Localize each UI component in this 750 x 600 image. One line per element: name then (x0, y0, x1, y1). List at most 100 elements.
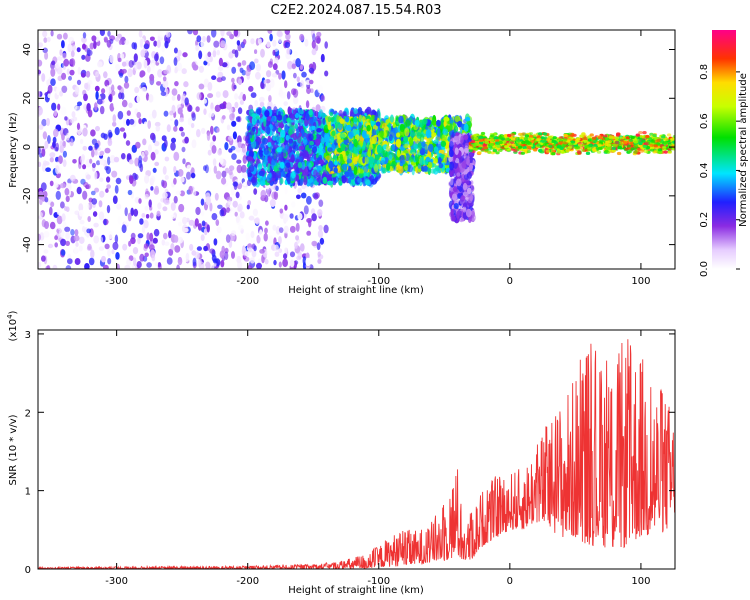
heatmap-cell (84, 202, 90, 211)
heatmap-cell (106, 85, 110, 93)
heatmap-cell (47, 135, 51, 144)
heatmap-cell (153, 228, 160, 237)
heatmap-cell (107, 30, 111, 37)
heatmap-cell (290, 154, 295, 163)
heatmap-cell (293, 72, 297, 79)
heatmap-cell (136, 261, 142, 269)
heatmap-cell (138, 118, 142, 125)
heatmap-cell (235, 191, 240, 199)
heatmap-cell (303, 137, 308, 146)
heatmap-cell (86, 231, 90, 238)
heatmap-cell (221, 76, 226, 81)
heatmap-cell (307, 150, 312, 155)
heatmap-cell (70, 229, 75, 236)
heatmap-cell (143, 243, 149, 249)
heatmap-cell (75, 242, 79, 247)
heatmap-cell (117, 110, 124, 120)
heatmap-cell (266, 41, 271, 48)
heatmap-cell (266, 126, 271, 135)
heatmap-cell (450, 213, 455, 222)
heatmap-cell (112, 195, 118, 204)
heatmap-cell (231, 251, 235, 259)
heatmap-cell (42, 30, 48, 38)
heatmap-cell (192, 64, 199, 71)
heatmap-cell (127, 68, 133, 78)
heatmap-cell (308, 67, 315, 74)
heatmap-cell (61, 85, 68, 94)
heatmap-cell (120, 53, 125, 60)
heatmap-cell (271, 159, 276, 166)
heatmap-cell (330, 176, 337, 182)
heatmap-cell (50, 201, 55, 208)
heatmap-cell (59, 182, 66, 189)
heatmap-cell (256, 262, 262, 269)
heatmap-cell (139, 218, 144, 225)
heatmap-cell (115, 252, 120, 260)
heatmap-cell (211, 75, 217, 80)
heatmap-cell (317, 229, 324, 238)
heatmap-cell (182, 216, 188, 225)
heatmap-cell (284, 41, 291, 49)
heatmap-cell (181, 146, 186, 153)
heatmap-cell (52, 141, 56, 149)
heatmap-cell (85, 174, 91, 180)
heatmap-cell (364, 156, 369, 165)
heatmap-cell (327, 147, 333, 153)
heatmap-cell (104, 147, 111, 154)
heatmap-cell (268, 171, 273, 181)
heatmap-cell (88, 257, 95, 266)
heatmap-cell (101, 255, 106, 263)
heatmap-cell (69, 69, 75, 76)
heatmap-cell (90, 129, 96, 137)
heatmap-cell (38, 142, 41, 147)
heatmap-cell (129, 118, 135, 125)
heatmap-cell (225, 234, 231, 243)
heatmap-cell (38, 233, 42, 241)
heatmap-cell (82, 226, 86, 233)
heatmap-cell (365, 106, 372, 116)
heatmap-cell (58, 229, 65, 238)
heatmap-cell (396, 149, 401, 158)
heatmap-cell (114, 127, 120, 136)
heatmap-cell (287, 117, 292, 127)
heatmap-cell (268, 235, 274, 244)
heatmap-cell (61, 213, 66, 222)
heatmap-cell (71, 44, 76, 51)
heatmap-cell (38, 59, 43, 67)
heatmap-cell (69, 174, 76, 182)
heatmap-cell (347, 177, 352, 184)
heatmap-cell (79, 219, 85, 225)
heatmap-cell (338, 176, 342, 185)
heatmap-cell (143, 121, 148, 128)
heatmap-cell (171, 137, 176, 143)
heatmap-cell (89, 158, 93, 164)
heatmap-cell (300, 80, 305, 89)
heatmap-cell (99, 105, 105, 115)
heatmap-cell (57, 155, 63, 165)
heatmap-cell (453, 203, 459, 210)
heatmap-cell (317, 111, 322, 119)
heatmap-cell (154, 53, 159, 62)
heatmap-cell (205, 261, 211, 269)
heatmap-cell (213, 40, 220, 48)
heatmap-cell (262, 156, 269, 165)
heatmap-cell (343, 123, 348, 131)
heatmap-cell (279, 177, 284, 185)
heatmap-cell (401, 159, 406, 165)
heatmap-cell (187, 53, 194, 61)
heatmap-cell (320, 137, 326, 145)
heatmap-cell (159, 56, 165, 65)
heatmap-cell (252, 208, 258, 217)
heatmap-cell (267, 157, 273, 163)
heatmap-cell (189, 243, 194, 251)
heatmap-cell (468, 163, 473, 171)
heatmap-cell (254, 217, 260, 225)
heatmap-cell (91, 35, 97, 42)
heatmap-cell (84, 82, 89, 90)
heatmap-cell (123, 118, 127, 127)
heatmap-cell (273, 57, 279, 65)
heatmap-cell (443, 154, 448, 164)
heatmap-cell (236, 40, 241, 46)
heatmap-cell (173, 166, 177, 173)
heatmap-cell (198, 65, 204, 73)
